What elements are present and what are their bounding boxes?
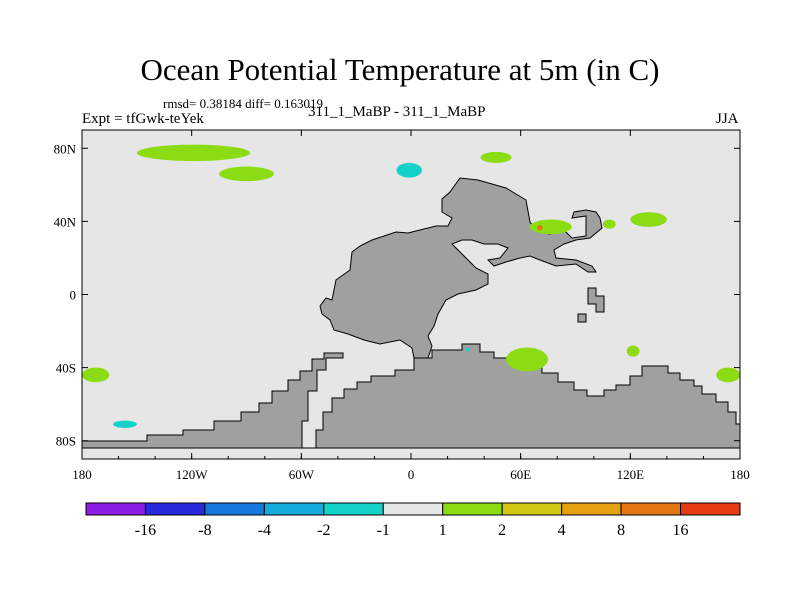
anomaly-region-11 (716, 367, 740, 383)
anomaly-region-3 (480, 151, 512, 163)
colorbar-swatch-0 (85, 502, 146, 516)
colorbar-swatch-4 (323, 502, 384, 516)
season-label: JJA (716, 111, 739, 127)
anomaly-region-12 (113, 420, 137, 428)
anomaly-region-13 (465, 347, 470, 352)
colorbar-label-6: 2 (498, 522, 506, 539)
anomaly-region-0 (136, 144, 251, 162)
land-small-island-south (577, 313, 587, 323)
land-northern-continent (319, 177, 603, 359)
anomaly-region-4 (529, 219, 572, 235)
x-tick-label-3: 0 (408, 467, 415, 482)
y-tick-label-0: 80N (54, 141, 77, 156)
x-tick-label-2: 60W (289, 467, 315, 482)
anomaly-region-2 (396, 162, 422, 178)
experiment-label: Expt = tfGwk-teYek (82, 111, 204, 127)
anomaly-region-6 (602, 219, 616, 229)
y-tick-label-3: 40S (56, 361, 76, 376)
colorbar-swatch-3 (263, 502, 325, 516)
colorbar-label-5: 1 (439, 522, 447, 539)
chart-title: Ocean Potential Temperature at 5m (in C) (140, 52, 660, 87)
anomaly-region-1 (219, 166, 274, 182)
colorbar-label-7: 4 (558, 522, 566, 539)
colorbar-swatch-1 (144, 502, 206, 516)
colorbar-swatch-6 (442, 502, 503, 516)
colorbar: -16 -8 -4 -2 -1 1 2 4 8 16 (85, 502, 741, 539)
colorbar-label-8: 8 (617, 522, 625, 539)
anomaly-regions (82, 144, 740, 428)
y-tick-label-2: 0 (70, 288, 77, 303)
runs-label: 311_1_MaBP - 311_1_MaBP (308, 104, 486, 120)
colorbar-label-1: -8 (198, 522, 211, 539)
colorbar-label-0: -16 (135, 522, 156, 539)
colorbar-swatch-2 (204, 502, 265, 516)
land-central-continent (302, 343, 741, 449)
colorbar-swatch-7 (501, 502, 563, 516)
y-tick-label-1: 40N (54, 214, 77, 229)
colorbar-swatch-9 (620, 502, 682, 516)
colorbar-swatch-5 (382, 502, 444, 516)
x-tick-label-4: 60E (510, 467, 531, 482)
colorbar-label-3: -2 (317, 522, 330, 539)
colorbar-swatch-10 (680, 502, 741, 516)
colorbar-label-9: 16 (673, 522, 689, 539)
colorbar-label-2: -4 (258, 522, 271, 539)
x-tick-label-1: 120W (176, 467, 209, 482)
rmsd-diff-text: rmsd= 0.38184 diff= 0.163019 (163, 96, 323, 111)
x-axis: 180 120W 60W 0 60E 120E 180 (72, 130, 750, 482)
anomaly-region-5 (537, 225, 543, 231)
anomaly-region-10 (82, 367, 110, 383)
anomaly-region-7 (630, 212, 667, 227)
y-axis: 80N 40N 0 40S 80S (54, 141, 740, 449)
land-western-continent (81, 352, 344, 449)
x-tick-label-0: 180 (72, 467, 92, 482)
colorbar-label-4: -1 (377, 522, 390, 539)
x-tick-label-6: 180 (730, 467, 750, 482)
y-tick-label-4: 80S (56, 434, 76, 449)
anomaly-region-9 (626, 345, 640, 357)
land-masses (81, 177, 741, 449)
colorbar-swatch-8 (561, 502, 622, 516)
anomaly-region-8 (506, 347, 549, 372)
land-small-island-east (587, 287, 605, 313)
x-tick-label-5: 120E (617, 467, 645, 482)
